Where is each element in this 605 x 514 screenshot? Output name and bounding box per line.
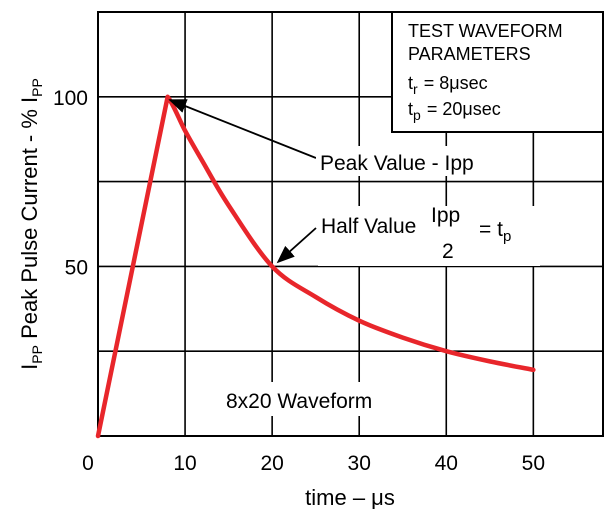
parameter-tp-value: = 20μsec	[427, 99, 501, 119]
parameter-tp-symbol: t	[408, 99, 413, 119]
y-axis-label-sub: PP	[29, 345, 45, 364]
half-arrow	[276, 227, 317, 264]
parameter-box-border	[391, 11, 604, 133]
y-axis-label-main: I	[17, 364, 42, 370]
half-equation-subscript: p	[503, 228, 511, 245]
x-tick-label: 10	[173, 452, 196, 475]
waveform-label-bg	[222, 382, 430, 416]
parameter-tr-subscript: r	[413, 81, 418, 97]
parameter-tr-symbol: t	[408, 73, 413, 93]
x-tick-label: 50	[522, 452, 545, 475]
x-tick-label: 20	[260, 452, 283, 475]
half-equation: = tp	[479, 218, 511, 245]
peak-arrow	[168, 99, 317, 159]
x-tick-label: 0	[82, 452, 94, 475]
parameter-box-line2: PARAMETERS	[408, 44, 531, 64]
y-axis-label-rest: Peak Pulse Current - % I	[17, 97, 42, 345]
x-tick-labels: 0 10 20 30 40 50	[82, 452, 545, 475]
series-line-0	[95, 94, 536, 439]
parameter-box-line1: TEST WAVEFORM	[408, 21, 563, 41]
y-tick-labels: 50 100	[53, 87, 88, 280]
parameter-tr-value: = 8μsec	[424, 73, 488, 93]
annotations: Peak Value - Ipp Half Value Ipp 2 = tp 8…	[168, 99, 540, 416]
y-axis-label-sub2: PP	[29, 78, 45, 97]
parameter-tp-subscript: p	[413, 107, 421, 123]
half-equation-text: = t	[479, 218, 503, 241]
peak-label-bg	[316, 146, 502, 176]
y-tick-label: 50	[65, 256, 88, 279]
x-tick-label: 40	[435, 452, 458, 475]
x-tick-label: 30	[348, 452, 371, 475]
half-fraction-denominator: 2	[442, 240, 454, 263]
parameter-box: TEST WAVEFORM PARAMETERS tr = 8μsec tp = 2…	[391, 11, 604, 133]
x-axis-label: time – μs	[305, 485, 395, 510]
series-layer	[95, 94, 536, 439]
parameter-tp: tp = 20μsec	[408, 99, 501, 123]
half-label: Half Value	[321, 215, 416, 238]
y-axis-label: IPP Peak Pulse Current - % IPP	[17, 78, 45, 370]
half-label-bg	[318, 206, 540, 266]
peak-label: Peak Value - Ipp	[320, 152, 474, 175]
plot-frame	[97, 11, 604, 437]
parameter-tr: tr = 8μsec	[408, 73, 488, 97]
waveform-label: 8x20 Waveform	[226, 390, 372, 413]
half-fraction-numerator: Ipp	[431, 204, 460, 227]
y-tick-label: 100	[53, 87, 88, 110]
